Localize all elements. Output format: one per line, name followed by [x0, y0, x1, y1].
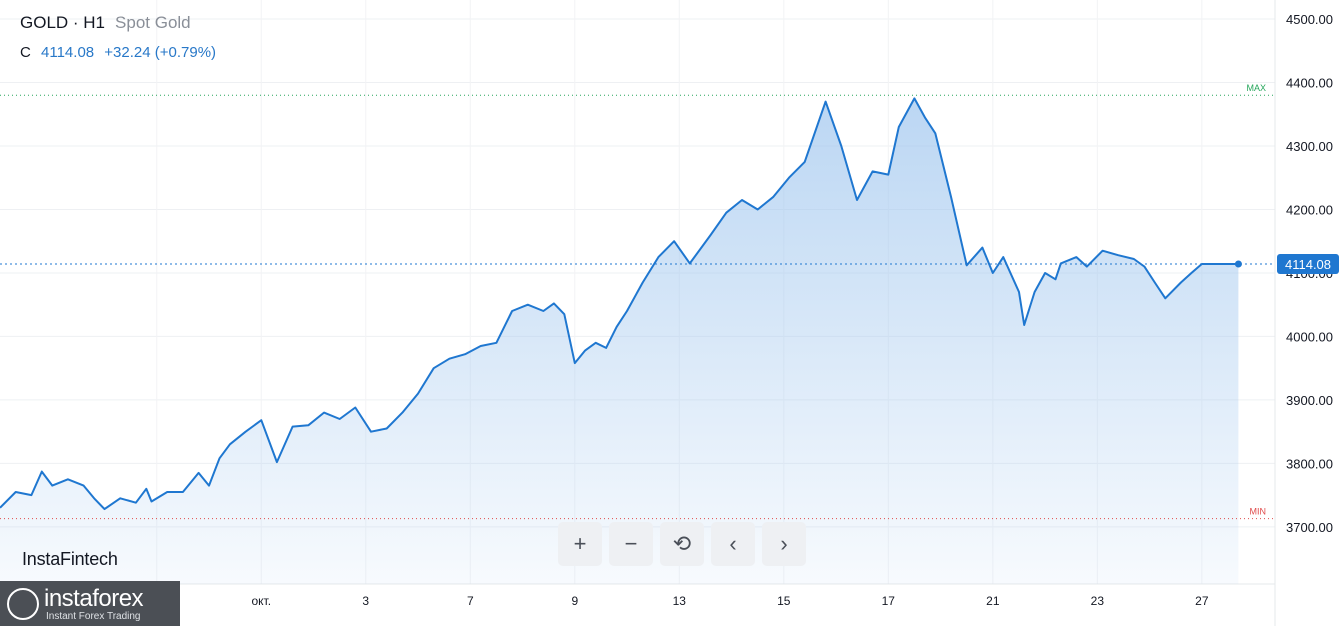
- instrument-name: Spot Gold: [115, 13, 191, 32]
- x-tick-label: 17: [882, 594, 896, 608]
- price-line: [0, 97, 1239, 511]
- close-label: C: [20, 44, 31, 61]
- y-tick-label: 3700.00: [1286, 520, 1333, 535]
- max-label: MAX: [1246, 83, 1266, 93]
- chart-toolbar: + − ⟲ ‹ ›: [558, 522, 806, 566]
- y-tick-label: 4500.00: [1286, 12, 1333, 27]
- y-tick-label: 3800.00: [1286, 456, 1333, 471]
- reset-button[interactable]: ⟲: [660, 522, 704, 566]
- x-tick-label: 3: [362, 594, 369, 608]
- last-price-badge: [1277, 254, 1339, 275]
- x-tick-label: 7: [467, 594, 474, 608]
- globe-icon: [7, 588, 39, 620]
- zoom-in-button[interactable]: +: [558, 522, 602, 566]
- y-tick-label: 4000.00: [1286, 329, 1333, 344]
- y-tick-label: 3900.00: [1286, 393, 1333, 408]
- chevron-right-icon: ›: [780, 531, 788, 556]
- logo-name: instaforex: [44, 585, 144, 612]
- x-tick-label: 9: [571, 594, 578, 608]
- x-tick-label: 27: [1195, 594, 1209, 608]
- scroll-left-button[interactable]: ‹: [711, 522, 755, 566]
- instaforex-logo[interactable]: instaforex Instant Forex Trading: [0, 581, 180, 626]
- minus-icon: −: [624, 531, 638, 556]
- last-price-value: 4114.08: [1285, 257, 1331, 272]
- x-tick-label: 21: [986, 594, 1000, 608]
- reset-icon: ⟲: [672, 531, 692, 556]
- chevron-left-icon: ‹: [729, 531, 737, 556]
- min-label: MIN: [1250, 507, 1267, 517]
- y-tick-label: 4400.00: [1286, 76, 1333, 91]
- last-price-dot: [1234, 260, 1242, 268]
- y-tick-label: 4300.00: [1286, 139, 1333, 154]
- y-tick-label: 4200.00: [1286, 202, 1333, 217]
- ohlc-legend: C 4114.08 +32.24 (+0.79%): [20, 44, 216, 61]
- scroll-right-button[interactable]: ›: [762, 522, 806, 566]
- change-value: +32.24 (+0.79%): [104, 44, 217, 61]
- x-tick-label: 13: [673, 594, 687, 608]
- watermark-brand: InstaFintech: [22, 549, 118, 569]
- logo-tagline: Instant Forex Trading: [46, 611, 141, 622]
- zoom-out-button[interactable]: −: [609, 522, 653, 566]
- x-tick-label: 15: [777, 594, 791, 608]
- symbol-title: GOLD · H1: [20, 13, 106, 32]
- plus-icon: +: [573, 531, 587, 556]
- close-value: 4114.08: [41, 44, 95, 61]
- x-tick-label: 23: [1091, 594, 1105, 608]
- x-tick-label: окт.: [251, 594, 271, 608]
- chart-header: GOLD · H1 Spot Gold: [20, 13, 191, 33]
- price-area: [0, 98, 1239, 585]
